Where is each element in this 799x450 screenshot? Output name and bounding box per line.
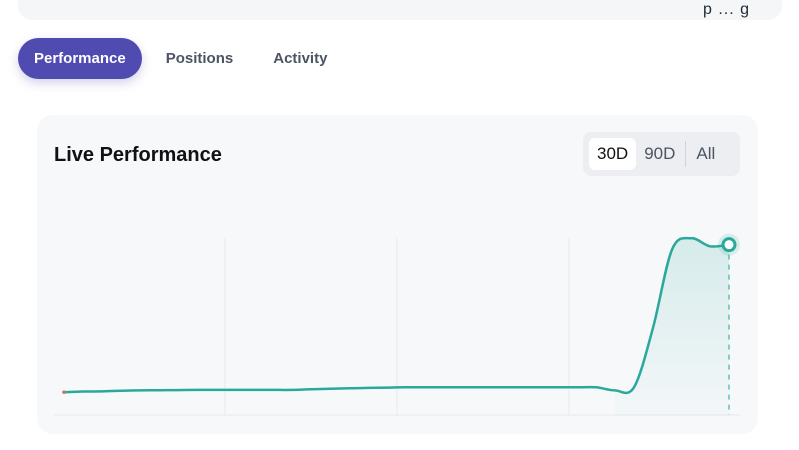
range-90d-button[interactable]: 90D [644, 144, 676, 163]
performance-card: Live Performance 30D 90D All [37, 115, 758, 434]
series-start-point [62, 390, 66, 394]
card-title: Live Performance [54, 144, 222, 166]
last-point-marker [721, 237, 737, 253]
tab-bar: Performance Positions Activity [18, 38, 351, 79]
range-divider [685, 141, 687, 167]
range-all-button[interactable]: All [696, 144, 716, 163]
range-selector: 30D 90D All [583, 132, 740, 176]
tab-positions[interactable]: Positions [165, 50, 234, 67]
top-panel: p ... g [18, 0, 782, 20]
tab-performance[interactable]: Performance [18, 38, 142, 79]
top-panel-text: p ... g [702, 1, 750, 18]
range-30d-button[interactable]: 30D [589, 138, 637, 170]
area-fill [615, 238, 729, 415]
performance-chart [54, 233, 740, 416]
tab-activity[interactable]: Activity [273, 50, 328, 67]
series-line [62, 236, 731, 395]
